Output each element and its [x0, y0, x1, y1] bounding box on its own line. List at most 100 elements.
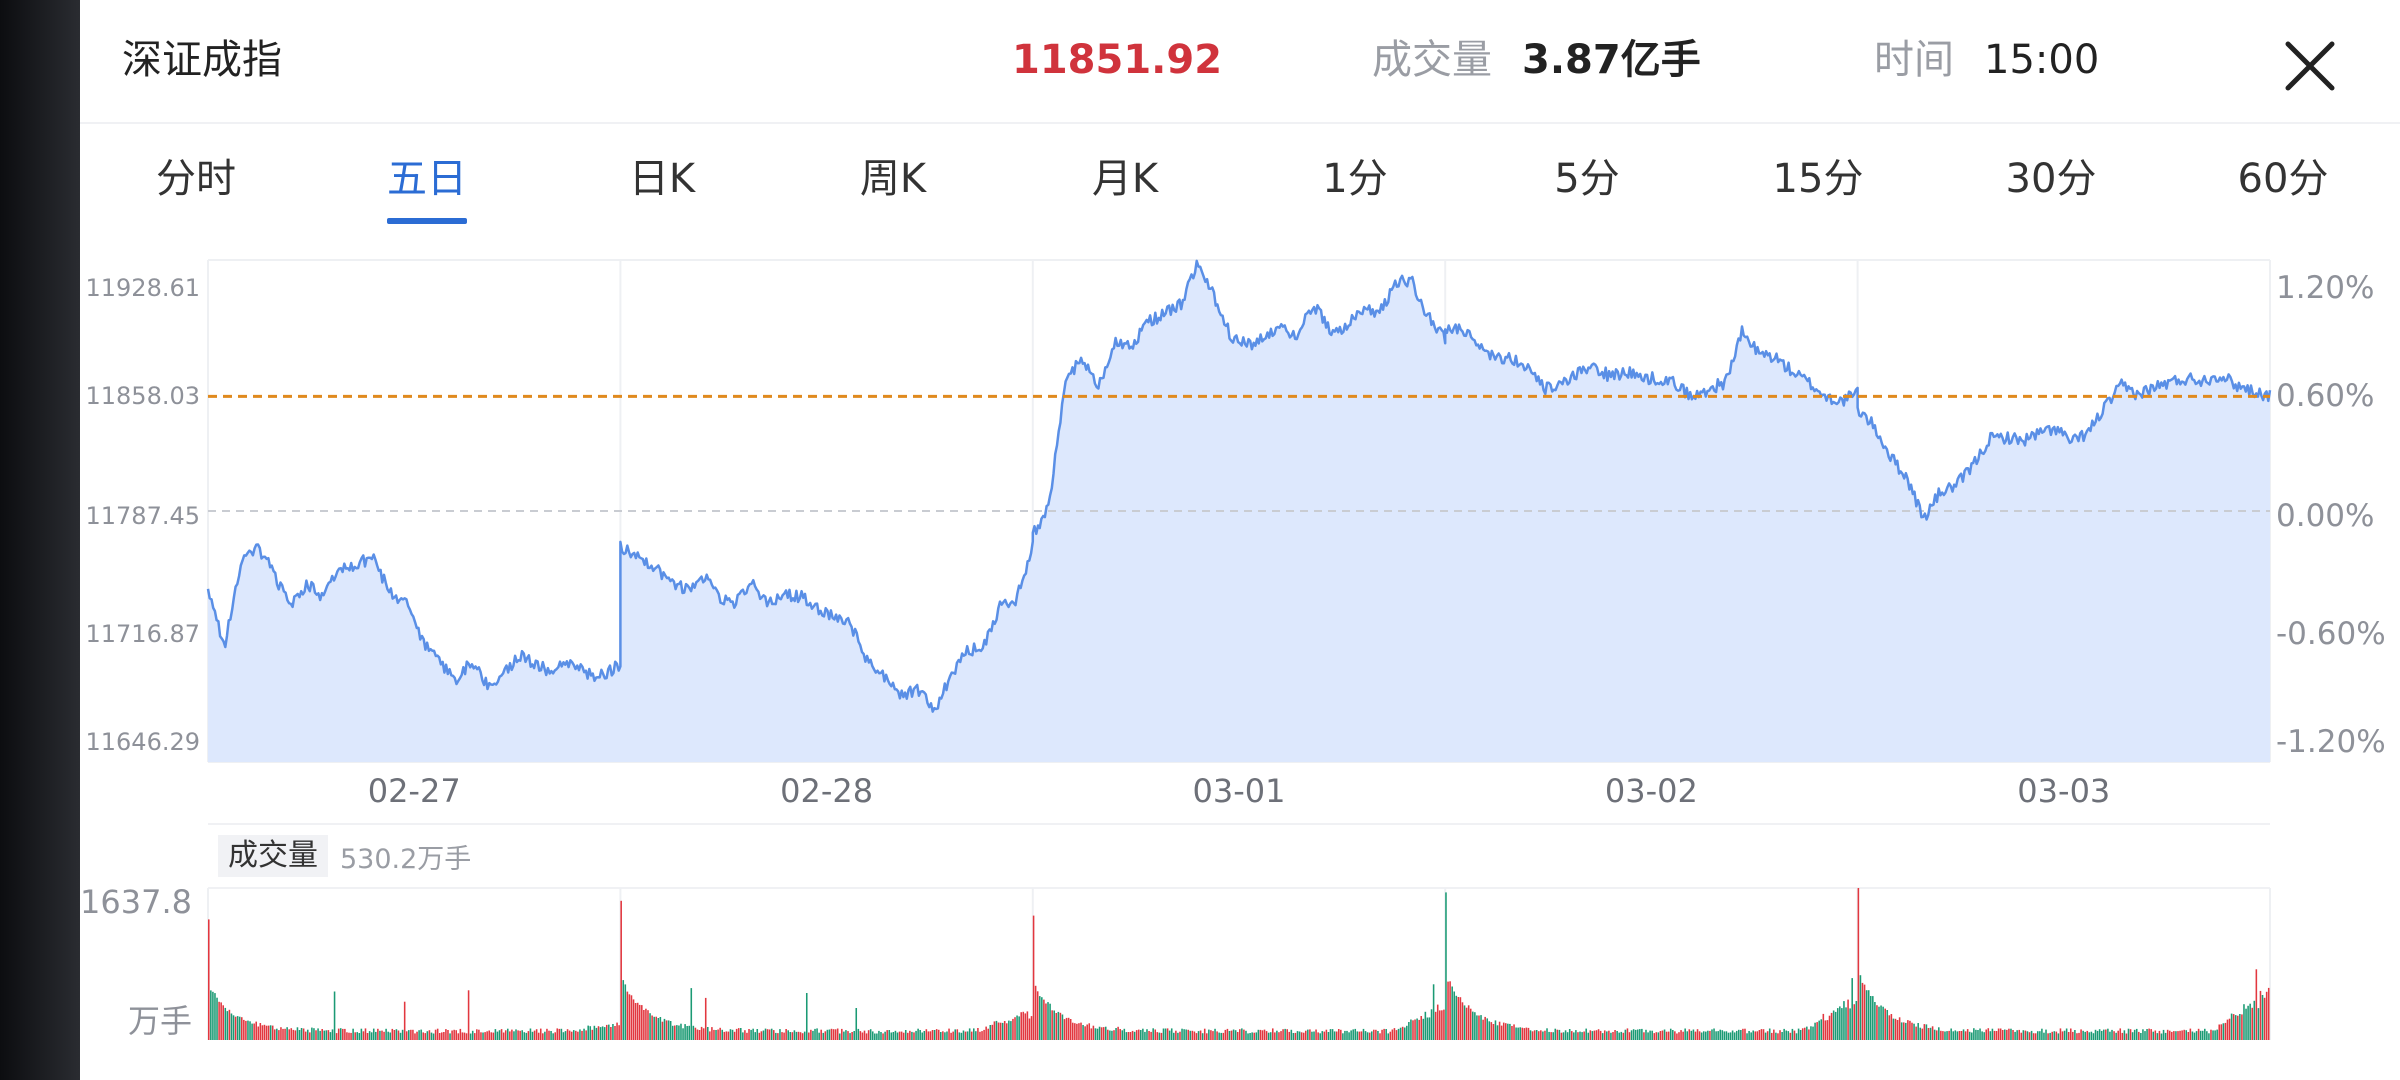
volume-bar	[1397, 1028, 1400, 1040]
tab-5min[interactable]: 5分	[1554, 156, 1620, 202]
volume-value: 3.87亿手	[1522, 37, 1701, 83]
x-tick-label: 02-28	[780, 772, 873, 810]
volume-bar	[1206, 1033, 1208, 1040]
volume-bar	[364, 1028, 367, 1040]
volume-bar	[2247, 1005, 2249, 1040]
header-bar: 深证成指 11851.92 成交量 3.87亿手 时间 15:00	[80, 0, 2400, 124]
volume-bar	[1335, 1031, 1338, 1040]
volume-bar	[1216, 1031, 1218, 1040]
volume-bar	[966, 1031, 969, 1040]
volume-bar	[1488, 1021, 1491, 1040]
close-button[interactable]	[2280, 36, 2340, 96]
volume-bar	[276, 1028, 278, 1040]
volume-bar	[494, 1029, 497, 1040]
volume-bar	[1098, 1026, 1101, 1040]
volume-bar	[657, 1018, 660, 1040]
volume-bar	[1622, 1032, 1625, 1040]
volume-bar	[1078, 1023, 1080, 1040]
volume-bar	[1826, 1020, 1829, 1040]
volume-panel-value: 530.2万手	[340, 843, 472, 875]
volume-bar	[556, 1028, 559, 1040]
volume-bar	[1958, 1031, 1961, 1040]
volume-bar	[1426, 1017, 1429, 1040]
volume-bar	[471, 1030, 474, 1040]
volume-bar	[424, 1033, 427, 1040]
volume-bar	[667, 1020, 670, 1040]
five-day-chart[interactable]: 11928.61 11858.03 11787.45 11716.87 11646.29…	[80, 0, 2400, 1080]
volume-bar	[1385, 1029, 1387, 1040]
tab-intraday[interactable]: 分时	[156, 156, 236, 202]
volume-bar	[1717, 1031, 1719, 1040]
volume-bar	[911, 1031, 913, 1040]
volume-bar	[1841, 1008, 1843, 1040]
volume-bar	[902, 1032, 905, 1040]
volume-bar	[451, 1030, 453, 1040]
volume-bar	[1234, 1030, 1237, 1040]
volume-bar	[1119, 1029, 1121, 1040]
volume-bar	[634, 1003, 637, 1040]
volume-bar	[2088, 1032, 2091, 1040]
volume-bar	[900, 1031, 903, 1040]
volume-bar	[1263, 1029, 1266, 1040]
volume-bar	[655, 1016, 658, 1040]
volume-bar	[787, 1030, 789, 1040]
volume-bar	[1694, 1031, 1697, 1040]
volume-bar	[1399, 1027, 1402, 1040]
volume-bar	[1292, 1033, 1295, 1040]
volume-bar	[824, 1031, 827, 1040]
volume-bar	[2086, 1030, 2089, 1040]
volume-bar	[1614, 1030, 1616, 1040]
volume-bar	[1191, 1030, 1194, 1040]
volume-bar	[1125, 1032, 1128, 1040]
volume-bar	[1304, 1030, 1307, 1040]
volume-bar	[350, 1032, 352, 1040]
tab-15min[interactable]: 15分	[1772, 156, 1864, 202]
volume-bar	[1261, 1030, 1264, 1040]
volume-bar	[1348, 1032, 1350, 1040]
volume-bar	[674, 1025, 676, 1040]
tab-weekly-k[interactable]: 周K	[859, 156, 927, 202]
tab-60min[interactable]: 60分	[2237, 156, 2329, 202]
volume-bar	[2193, 1032, 2196, 1040]
volume-bar	[1086, 1024, 1088, 1040]
tab-monthly-k[interactable]: 月K	[1091, 156, 1159, 202]
volume-bar	[2051, 1031, 2053, 1040]
volume-bar	[511, 1029, 513, 1040]
volume-bar	[1123, 1028, 1126, 1040]
volume-bar	[263, 1024, 266, 1040]
tab-30min[interactable]: 30分	[2005, 156, 2097, 202]
tab-five-day[interactable]: 五日	[387, 144, 467, 224]
volume-bar	[2045, 1029, 2047, 1040]
tab-1min[interactable]: 1分	[1322, 156, 1388, 202]
volume-bar	[1669, 1028, 1672, 1040]
volume-panel-label: 成交量	[218, 835, 328, 877]
volume-bar	[886, 1030, 888, 1040]
volume-bar	[678, 1025, 680, 1040]
volume-bar	[455, 1030, 457, 1040]
volume-bar	[1888, 1015, 1891, 1040]
tab-daily-k[interactable]: 日K	[628, 156, 696, 202]
volume-bar	[1678, 1032, 1680, 1040]
volume-bar	[572, 1030, 575, 1040]
volume-bar	[1839, 1006, 1841, 1040]
volume-bar	[1436, 1004, 1439, 1040]
volume-bar	[1484, 1016, 1486, 1040]
volume-bar	[2162, 1029, 2165, 1040]
volume-bar	[2154, 1030, 2157, 1040]
volume-bar	[389, 1032, 392, 1040]
volume-bar	[2142, 1029, 2144, 1040]
volume-bar	[1935, 1030, 1938, 1040]
volume-bar	[2160, 1033, 2163, 1040]
volume-bar	[1603, 1030, 1606, 1040]
volume-bar	[1469, 1008, 1472, 1040]
volume-bar	[843, 1031, 845, 1040]
volume-bar	[1424, 1011, 1427, 1040]
volume-bar	[1789, 1032, 1792, 1040]
current-price: 11851.92	[1012, 37, 1223, 83]
volume-bar	[1430, 1009, 1433, 1040]
volume-bar	[1063, 1019, 1066, 1040]
volume-bar	[2171, 1031, 2173, 1040]
volume-bar	[684, 1024, 686, 1040]
volume-bar	[2230, 1013, 2233, 1040]
